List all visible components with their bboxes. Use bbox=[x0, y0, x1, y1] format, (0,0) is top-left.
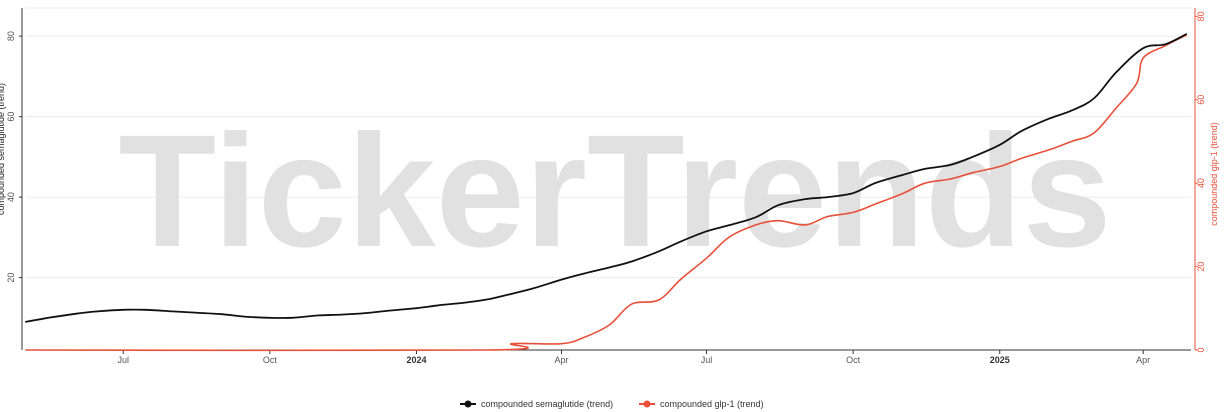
series-line-glp1 bbox=[25, 34, 1187, 352]
watermark-text: TickerTrends bbox=[118, 101, 1111, 280]
legend-item[interactable]: compounded glp-1 (trend) bbox=[639, 399, 764, 409]
x-tick-label: Oct bbox=[263, 355, 278, 365]
x-tick-label: Apr bbox=[554, 355, 568, 365]
series-lines bbox=[25, 33, 1188, 352]
axes: 20 40 60 80 compounded semaglutide (trend) 0 2… bbox=[0, 8, 1219, 365]
legend-item[interactable]: compounded semaglutide (trend) bbox=[460, 399, 613, 409]
grid-lines bbox=[26, 7, 1191, 279]
y-right-tick-label: 60 bbox=[1196, 95, 1206, 105]
y-right-tick-label: 0 bbox=[1196, 347, 1206, 352]
y-right-tick-label: 20 bbox=[1196, 262, 1206, 272]
legend-swatch-dot bbox=[643, 400, 651, 408]
legend[interactable]: compounded semaglutide (trend) compounded… bbox=[460, 399, 764, 409]
legend-swatch-dot bbox=[464, 400, 472, 408]
legend-label: compounded glp-1 (trend) bbox=[660, 399, 764, 409]
x-tick-label: Jul bbox=[701, 355, 713, 365]
y-left-tick-label: 60 bbox=[6, 112, 16, 122]
x-tick-label: Oct bbox=[846, 355, 861, 365]
y-left-tick-label: 80 bbox=[6, 31, 16, 41]
y-left-tick-label: 20 bbox=[6, 273, 16, 283]
y-right-tick-label: 40 bbox=[1196, 178, 1206, 188]
x-tick-label: 2024 bbox=[406, 355, 426, 365]
series-line-semaglutide bbox=[25, 33, 1188, 323]
x-tick-label: 2025 bbox=[990, 355, 1010, 365]
x-tick-label: Jul bbox=[117, 355, 129, 365]
y-left-axis-title: compounded semaglutide (trend) bbox=[0, 83, 6, 215]
legend-label: compounded semaglutide (trend) bbox=[481, 399, 613, 409]
y-right-tick-label: 80 bbox=[1196, 11, 1206, 21]
y-right-axis-title: compounded glp-1 (trend) bbox=[1209, 122, 1219, 226]
x-tick-label: Apr bbox=[1136, 355, 1150, 365]
y-left-tick-label: 40 bbox=[6, 192, 16, 202]
